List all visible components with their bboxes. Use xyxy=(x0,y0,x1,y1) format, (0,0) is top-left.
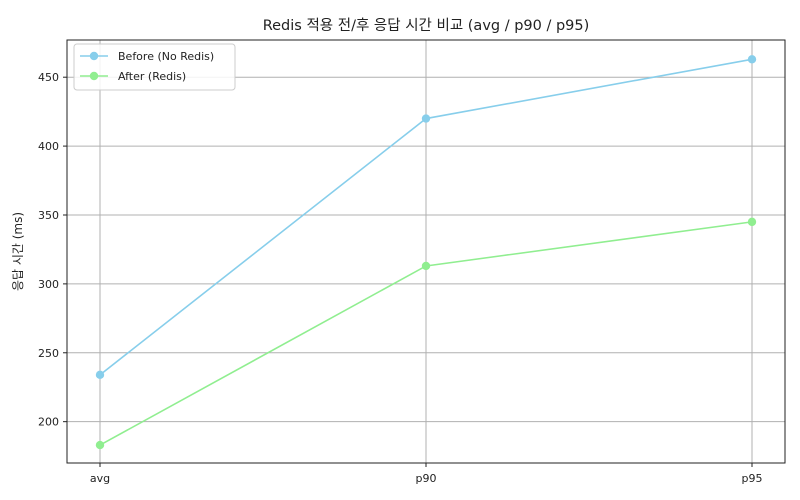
x-axis-ticks: avg p90 p95 xyxy=(90,463,763,485)
y-tick-label: 350 xyxy=(38,209,59,222)
x-tick-label: p90 xyxy=(416,472,437,485)
series-group xyxy=(95,55,757,450)
legend: Before (No Redis) After (Redis) xyxy=(73,43,236,91)
data-point xyxy=(95,440,105,450)
y-tick-label: 400 xyxy=(38,140,59,153)
legend-box xyxy=(73,43,236,91)
legend-label: Before (No Redis) xyxy=(118,50,214,63)
legend-marker xyxy=(89,51,99,61)
data-point xyxy=(747,55,757,64)
y-axis-label: 응답 시간 (ms) xyxy=(11,212,25,291)
legend-label: After (Redis) xyxy=(118,70,186,83)
grid-lines xyxy=(67,40,785,463)
y-tick-label: 200 xyxy=(38,416,59,429)
x-tick-label: p95 xyxy=(742,472,763,485)
data-point xyxy=(421,114,431,123)
data-point xyxy=(95,370,105,380)
y-tick-label: 250 xyxy=(38,347,59,360)
y-tick-label: 300 xyxy=(38,278,59,291)
plot-frame xyxy=(66,39,786,464)
legend-marker xyxy=(89,71,99,81)
series-2 xyxy=(95,217,757,450)
y-axis-ticks: 200 250 300 350 400 450 xyxy=(38,71,67,429)
series-1 xyxy=(95,55,757,380)
data-point xyxy=(747,217,757,227)
y-tick-label: 450 xyxy=(38,71,59,84)
x-tick-label: avg xyxy=(90,472,110,485)
chart-title: Redis 적용 전/후 응답 시간 비교 (avg / p90 / p95) xyxy=(263,17,590,34)
data-point xyxy=(421,261,431,271)
